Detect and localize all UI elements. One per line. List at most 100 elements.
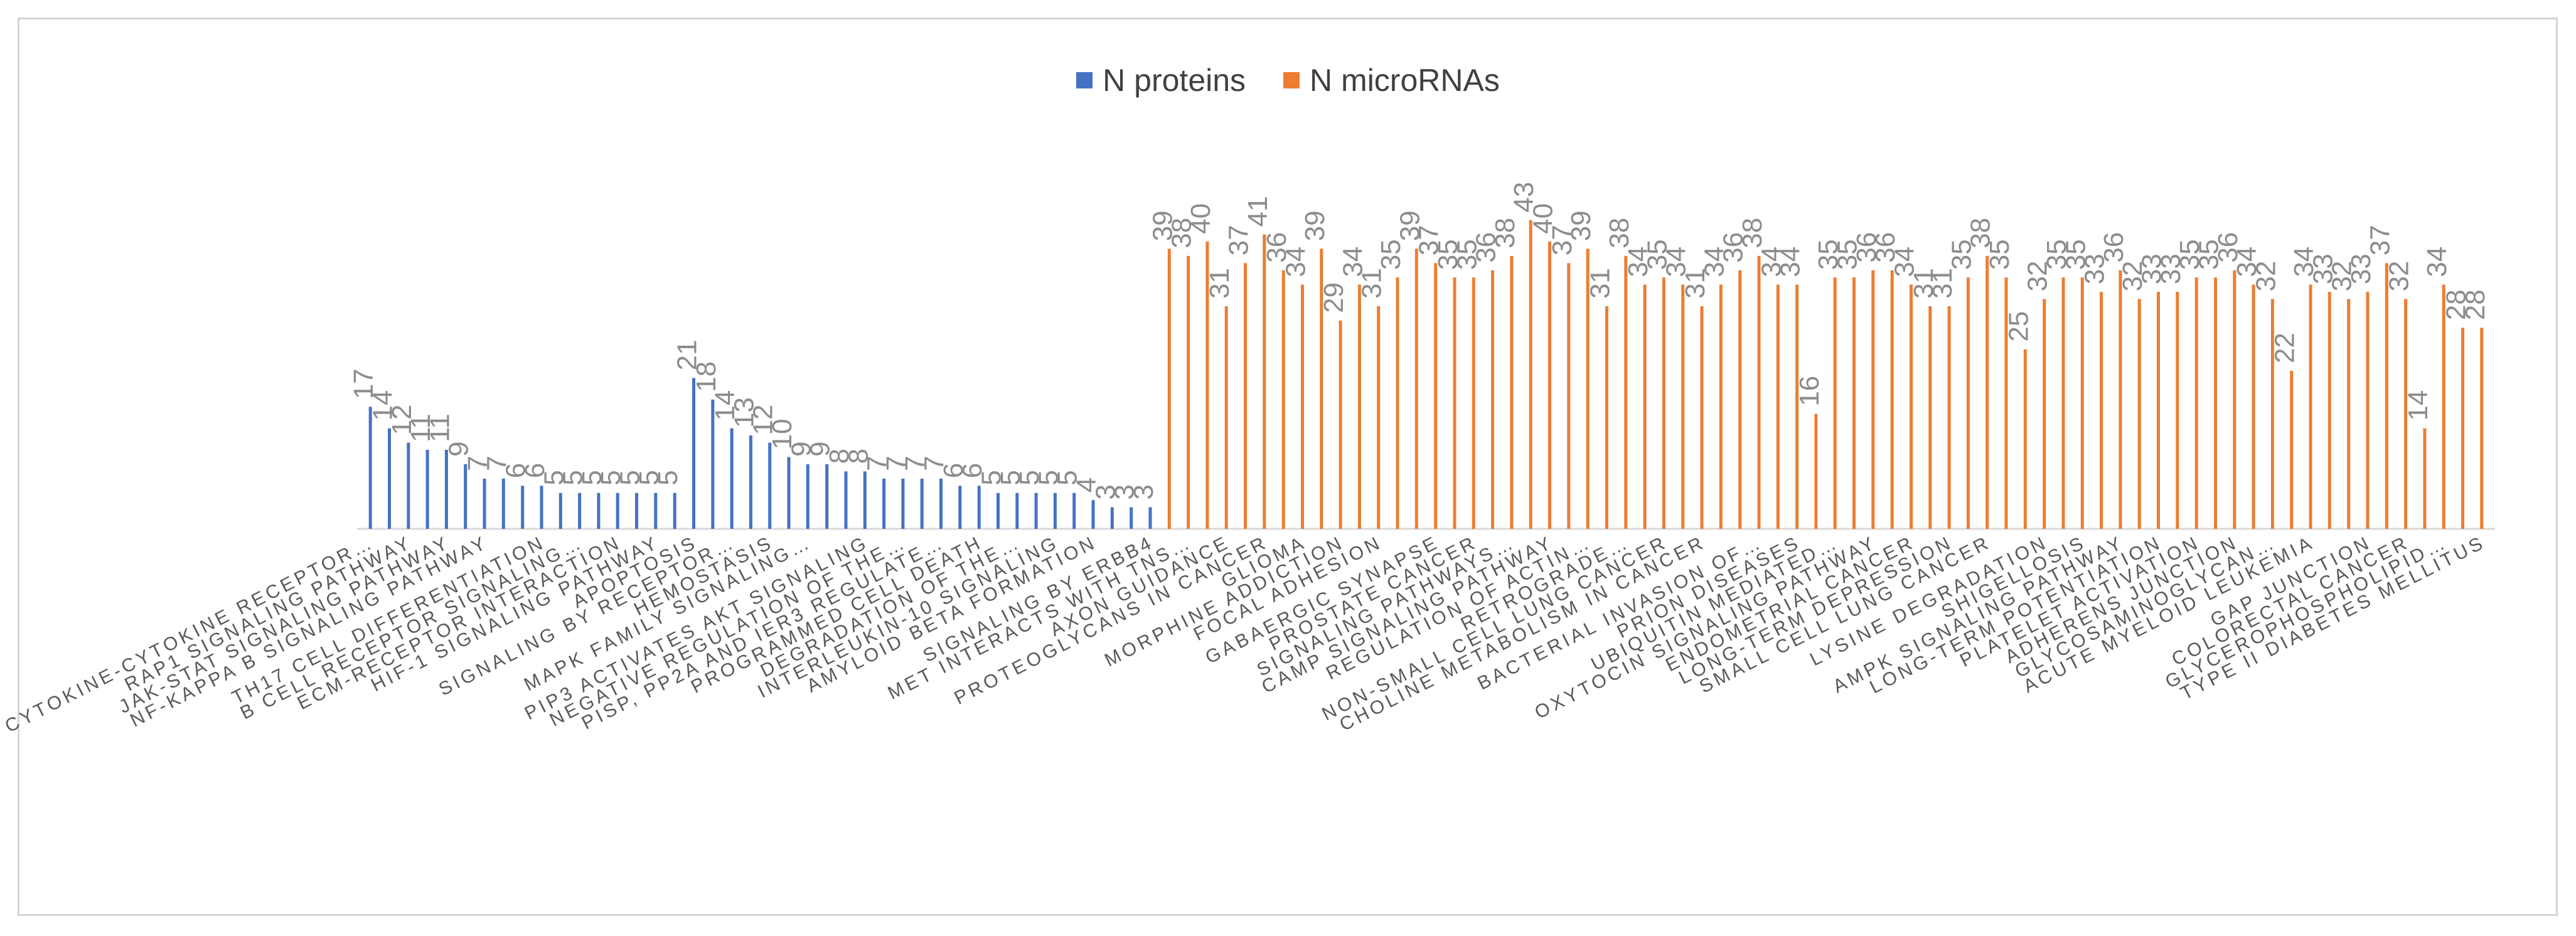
micrornas-data-label-3: 31 bbox=[1204, 268, 1235, 299]
proteins-bar-5 bbox=[464, 464, 468, 529]
micrornas-data-label-47: 35 bbox=[2041, 239, 2072, 270]
micrornas-bar-9 bbox=[1339, 321, 1342, 529]
proteins-data-label-1: 14 bbox=[368, 390, 398, 421]
micrornas-bar-54 bbox=[2194, 277, 2198, 529]
micrornas-bar-34 bbox=[1814, 413, 1818, 529]
micrornas-data-label-35: 35 bbox=[1813, 239, 1844, 270]
micrornas-data-label-24: 38 bbox=[1604, 218, 1635, 248]
micrornas-data-label-57: 34 bbox=[2231, 247, 2262, 277]
micrornas-data-label-55: 35 bbox=[2194, 239, 2225, 270]
micrornas-bar-35 bbox=[1833, 277, 1837, 529]
micrornas-data-label-64: 37 bbox=[2365, 225, 2395, 255]
proteins-data-label-34: 5 bbox=[995, 470, 1026, 485]
micrornas-bar-47 bbox=[2061, 277, 2065, 529]
micrornas-data-label-0: 39 bbox=[1147, 211, 1178, 242]
micrornas-bar-60 bbox=[2309, 284, 2312, 529]
proteins-bar-31 bbox=[958, 486, 962, 529]
micrornas-bar-20 bbox=[1548, 242, 1551, 529]
micrornas-bar-44 bbox=[2004, 277, 2008, 529]
micrornas-bar-64 bbox=[2385, 263, 2388, 529]
micrornas-bar-30 bbox=[1738, 270, 1742, 529]
proteins-data-label-39: 3 bbox=[1090, 484, 1121, 499]
micrornas-bar-40 bbox=[1928, 306, 1932, 529]
proteins-data-label-24: 9 bbox=[805, 442, 836, 457]
proteins-data-label-7: 7 bbox=[481, 455, 512, 471]
micrornas-data-label-66: 14 bbox=[2403, 390, 2434, 421]
micrornas-bar-56 bbox=[2233, 270, 2237, 529]
micrornas-bar-57 bbox=[2252, 284, 2255, 529]
proteins-bar-13 bbox=[616, 492, 619, 529]
micrornas-data-label-61: 33 bbox=[2307, 253, 2338, 284]
micrornas-bar-6 bbox=[1281, 270, 1285, 529]
proteins-bar-29 bbox=[920, 478, 924, 529]
micrornas-data-label-58: 32 bbox=[2250, 261, 2281, 292]
proteins-bar-30 bbox=[939, 478, 943, 529]
proteins-data-label-9: 6 bbox=[520, 463, 550, 478]
proteins-bar-27 bbox=[882, 478, 886, 529]
micrornas-bar-38 bbox=[1890, 270, 1894, 529]
proteins-data-label-5: 9 bbox=[444, 442, 474, 457]
proteins-data-label-11: 5 bbox=[558, 470, 589, 485]
micrornas-bar-8 bbox=[1320, 248, 1323, 529]
micrornas-data-label-68: 28 bbox=[2441, 289, 2472, 320]
micrornas-data-label-43: 38 bbox=[1965, 218, 1996, 248]
micrornas-data-label-30: 36 bbox=[1718, 232, 1749, 263]
micrornas-data-label-1: 38 bbox=[1167, 218, 1197, 248]
micrornas-bar-1 bbox=[1187, 255, 1190, 529]
proteins-data-label-37: 5 bbox=[1052, 470, 1083, 485]
micrornas-data-label-29: 34 bbox=[1699, 247, 1729, 277]
micrornas-bar-5 bbox=[1263, 234, 1266, 529]
micrornas-bar-36 bbox=[1852, 277, 1856, 529]
micrornas-bar-13 bbox=[1414, 248, 1418, 529]
proteins-bar-4 bbox=[444, 450, 448, 529]
micrornas-data-label-8: 39 bbox=[1300, 211, 1330, 242]
micrornas-data-label-5: 41 bbox=[1243, 196, 1273, 227]
proteins-bar-26 bbox=[863, 471, 867, 529]
micrornas-bar-66 bbox=[2423, 428, 2427, 529]
micrornas-data-label-44: 35 bbox=[1984, 239, 2015, 270]
micrornas-bar-58 bbox=[2270, 299, 2274, 529]
micrornas-bar-50 bbox=[2119, 270, 2122, 529]
micrornas-bar-17 bbox=[1491, 270, 1495, 529]
micrornas-data-label-10: 34 bbox=[1337, 247, 1368, 277]
proteins-bar-25 bbox=[844, 471, 848, 529]
proteins-bar-1 bbox=[388, 428, 391, 529]
micrornas-data-label-34: 16 bbox=[1794, 376, 1825, 407]
proteins-data-label-27: 7 bbox=[862, 455, 893, 471]
proteins-data-label-36: 5 bbox=[1033, 470, 1064, 485]
micrornas-bar-16 bbox=[1472, 277, 1475, 529]
proteins-bar-37 bbox=[1072, 492, 1076, 529]
proteins-data-label-2: 12 bbox=[387, 405, 417, 435]
micrornas-data-label-19: 43 bbox=[1509, 182, 1539, 213]
proteins-bar-3 bbox=[425, 450, 429, 529]
micrornas-data-label-13: 39 bbox=[1394, 211, 1425, 242]
legend-entry-micrornas: N microRNAs bbox=[1283, 62, 1500, 98]
micrornas-data-label-28: 31 bbox=[1680, 268, 1711, 299]
proteins-data-label-12: 5 bbox=[577, 470, 607, 485]
micrornas-bar-7 bbox=[1301, 284, 1304, 529]
micrornas-data-label-23: 31 bbox=[1585, 268, 1616, 299]
micrornas-data-label-25: 34 bbox=[1623, 247, 1654, 277]
micrornas-data-label-9: 29 bbox=[1318, 282, 1349, 313]
proteins-data-label-21: 12 bbox=[748, 405, 779, 435]
micrornas-data-label-11: 31 bbox=[1357, 268, 1387, 299]
legend-swatch-proteins bbox=[1076, 72, 1093, 88]
micrornas-data-label-6: 36 bbox=[1261, 232, 1292, 263]
proteins-data-label-30: 7 bbox=[919, 455, 950, 471]
proteins-bar-16 bbox=[673, 492, 676, 529]
micrornas-bar-53 bbox=[2176, 292, 2179, 529]
micrornas-bar-31 bbox=[1757, 255, 1761, 529]
proteins-bar-7 bbox=[501, 478, 505, 529]
proteins-data-label-33: 5 bbox=[976, 470, 1007, 485]
micrornas-data-label-14: 37 bbox=[1414, 225, 1445, 255]
micrornas-bar-11 bbox=[1377, 306, 1381, 529]
proteins-bar-22 bbox=[787, 457, 791, 529]
proteins-bar-11 bbox=[578, 492, 582, 529]
proteins-bar-8 bbox=[521, 486, 525, 529]
proteins-data-label-6: 7 bbox=[462, 455, 493, 471]
micrornas-data-label-56: 36 bbox=[2213, 232, 2243, 263]
micrornas-data-label-52: 33 bbox=[2137, 253, 2167, 284]
micrornas-data-label-22: 39 bbox=[1566, 211, 1596, 242]
micrornas-bar-28 bbox=[1700, 306, 1704, 529]
micrornas-data-label-65: 32 bbox=[2384, 261, 2415, 292]
